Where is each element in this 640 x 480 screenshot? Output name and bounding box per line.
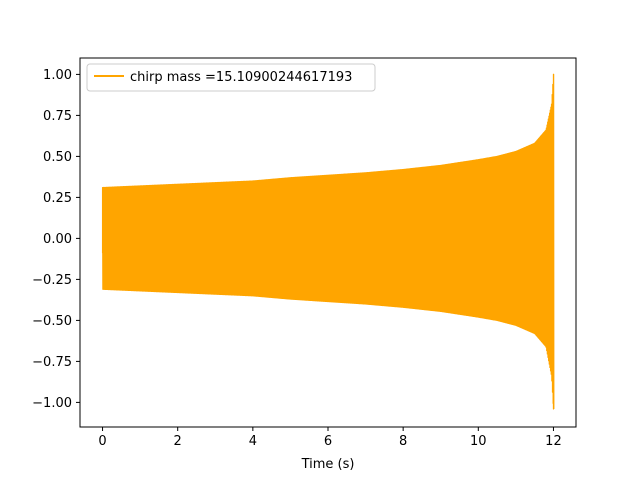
plot-area: [101, 73, 555, 410]
y-tick-label: −0.25: [32, 273, 72, 288]
x-tick-label: 4: [249, 434, 257, 449]
x-tick-label: 6: [324, 434, 332, 449]
y-tick-label: 0.75: [43, 109, 72, 124]
axes: 0 2 4 6 8 10 12 1.00 0.75 0.50 0.25 0.00 −0.25 −0.50 −…: [32, 57, 577, 449]
y-tick-label: 0.50: [43, 150, 72, 165]
y-tick-label: −0.75: [32, 355, 72, 370]
x-axis-label: Time (s): [301, 457, 355, 472]
legend: chirp mass =15.10900244617193: [86, 63, 376, 92]
series-line-chirp: [101, 73, 555, 410]
y-tick-label: 1.00: [43, 68, 72, 83]
y-tick-label: −1.00: [32, 396, 72, 411]
x-tick-label: 10: [470, 434, 487, 449]
x-tick-label: 12: [545, 434, 562, 449]
y-tick-label: 0.25: [43, 191, 72, 206]
x-tick-label: 2: [174, 434, 182, 449]
x-tick-label: 0: [98, 434, 106, 449]
legend-box: [86, 63, 376, 92]
y-tick-label: 0.00: [43, 232, 72, 247]
y-tick-label: −0.50: [32, 314, 72, 329]
legend-entry-label: chirp mass =15.10900244617193: [130, 70, 352, 85]
x-tick-label: 8: [399, 434, 407, 449]
